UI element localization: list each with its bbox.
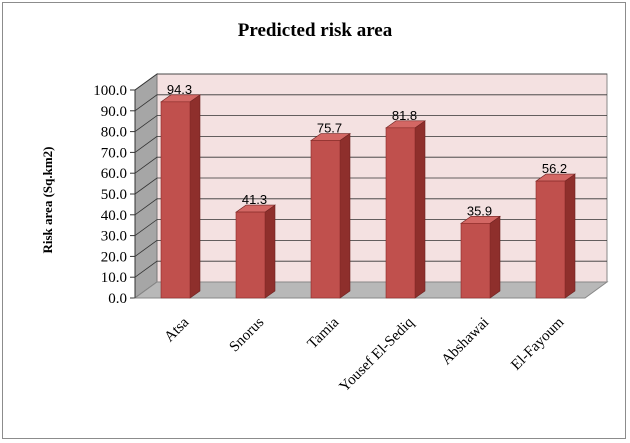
bar — [235, 211, 266, 299]
x-tick-label: Tamia — [305, 314, 343, 352]
data-label: 94.3 — [167, 82, 192, 97]
y-tick-label: 10.0 — [101, 270, 127, 286]
y-tick-label: 20.0 — [101, 249, 127, 265]
bar — [460, 223, 491, 299]
gridline — [134, 115, 607, 132]
chart-title: Predicted risk area — [237, 20, 393, 41]
y-tick-label: 100.0 — [93, 83, 127, 99]
bar-side — [264, 204, 276, 299]
x-tick-label: Atsa — [162, 314, 193, 345]
x-tick-label: El-Fayoum — [508, 314, 567, 373]
gridline — [134, 239, 607, 257]
bar-side — [189, 94, 201, 299]
y-tick-label: 90.0 — [101, 104, 127, 120]
gridline — [134, 177, 607, 195]
bar-side — [414, 120, 426, 299]
y-tick-label: 0.0 — [108, 291, 127, 307]
data-label: 81.8 — [392, 108, 417, 123]
y-tick-label: 70.0 — [101, 145, 127, 161]
data-label: 41.3 — [242, 192, 267, 207]
gridline — [134, 198, 607, 216]
bar — [160, 101, 191, 299]
y-tick-label: 50.0 — [101, 187, 127, 203]
bar — [385, 127, 416, 299]
data-label: 35.9 — [467, 203, 492, 218]
bar — [310, 140, 341, 299]
gridline — [134, 260, 607, 278]
x-tick-label: Abshawai — [439, 315, 493, 369]
gridline — [134, 156, 607, 174]
y-tick-label: 80.0 — [101, 125, 127, 141]
y-tick-label: 40.0 — [101, 208, 127, 224]
bar-side — [489, 215, 501, 299]
bar-side — [339, 132, 351, 299]
gridline — [134, 94, 607, 112]
bar — [535, 180, 566, 299]
y-tick-label: 60.0 — [101, 166, 127, 182]
bar-side — [564, 173, 576, 299]
x-tick-label: Yousef El-Sediq — [337, 314, 418, 395]
x-tick-label: Snorus — [227, 314, 268, 355]
gridline — [134, 73, 607, 91]
gridline — [134, 135, 607, 153]
gridline — [134, 219, 607, 236]
y-tick-label: 30.0 — [101, 229, 127, 245]
data-label: 75.7 — [317, 121, 342, 136]
data-label: 56.2 — [542, 161, 567, 176]
